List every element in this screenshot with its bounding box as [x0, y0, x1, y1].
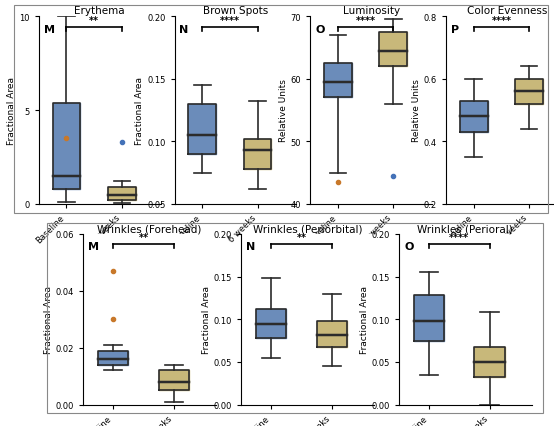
Text: M: M [89, 241, 99, 251]
Y-axis label: Fractional Area: Fractional Area [202, 285, 211, 354]
Text: ****: **** [356, 17, 376, 26]
Y-axis label: Fractional Area: Fractional Area [135, 77, 145, 145]
Text: ****: **** [491, 17, 511, 26]
Text: N: N [247, 241, 255, 251]
Text: M: M [44, 25, 55, 35]
Text: P: P [451, 25, 459, 35]
Title: Wrinkles (Forehead): Wrinkles (Forehead) [98, 224, 202, 233]
Title: Color Evenness: Color Evenness [466, 6, 547, 16]
Text: **: ** [89, 17, 99, 26]
Title: Wrinkles (Periorbital): Wrinkles (Periorbital) [253, 224, 362, 233]
Y-axis label: Fractional Area: Fractional Area [44, 285, 53, 354]
Text: **: ** [296, 233, 306, 243]
Text: O: O [404, 241, 414, 251]
Y-axis label: Fractional Area: Fractional Area [7, 77, 17, 145]
Text: ****: **** [220, 17, 240, 26]
Y-axis label: Relative Units: Relative Units [412, 79, 421, 142]
Title: Wrinkles (Perioral): Wrinkles (Perioral) [418, 224, 513, 233]
Text: N: N [179, 25, 188, 35]
Text: O: O [315, 25, 325, 35]
Title: Brown Spots: Brown Spots [203, 6, 268, 16]
Text: ****: **** [449, 233, 469, 243]
Y-axis label: Relative Units: Relative Units [279, 79, 288, 142]
Y-axis label: Fractional Area: Fractional Area [360, 285, 369, 354]
Title: Erythema: Erythema [74, 6, 125, 16]
Title: Luminosity: Luminosity [342, 6, 400, 16]
Text: **: ** [138, 233, 148, 243]
